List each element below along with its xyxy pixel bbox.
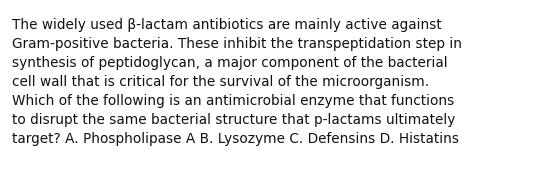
Text: The widely used β-lactam antibiotics are mainly active against
Gram-positive bac: The widely used β-lactam antibiotics are…: [12, 18, 462, 146]
